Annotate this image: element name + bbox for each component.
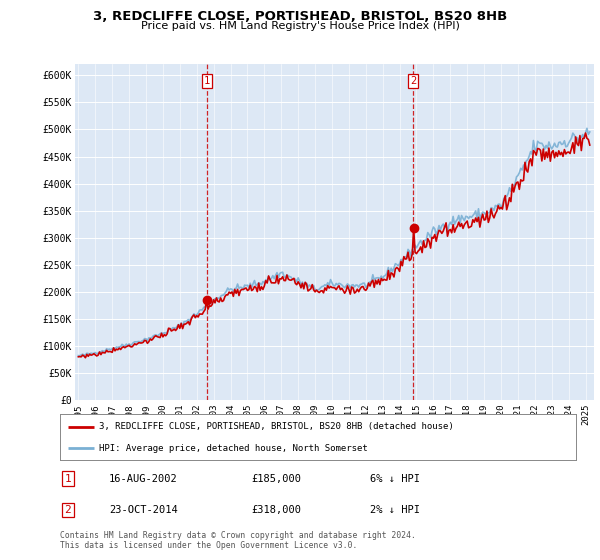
- Text: HPI: Average price, detached house, North Somerset: HPI: Average price, detached house, Nort…: [98, 444, 367, 452]
- Text: 6% ↓ HPI: 6% ↓ HPI: [370, 474, 419, 484]
- Text: 2% ↓ HPI: 2% ↓ HPI: [370, 505, 419, 515]
- Text: 3, REDCLIFFE CLOSE, PORTISHEAD, BRISTOL, BS20 8HB: 3, REDCLIFFE CLOSE, PORTISHEAD, BRISTOL,…: [93, 10, 507, 23]
- Text: £185,000: £185,000: [251, 474, 301, 484]
- Text: £318,000: £318,000: [251, 505, 301, 515]
- Text: 2: 2: [64, 505, 71, 515]
- Text: 1: 1: [204, 76, 211, 86]
- Text: 1: 1: [64, 474, 71, 484]
- Text: 16-AUG-2002: 16-AUG-2002: [109, 474, 178, 484]
- Text: 3, REDCLIFFE CLOSE, PORTISHEAD, BRISTOL, BS20 8HB (detached house): 3, REDCLIFFE CLOSE, PORTISHEAD, BRISTOL,…: [98, 422, 454, 431]
- Text: 2: 2: [410, 76, 416, 86]
- Text: Contains HM Land Registry data © Crown copyright and database right 2024.
This d: Contains HM Land Registry data © Crown c…: [60, 531, 416, 550]
- Text: Price paid vs. HM Land Registry's House Price Index (HPI): Price paid vs. HM Land Registry's House …: [140, 21, 460, 31]
- Text: 23-OCT-2014: 23-OCT-2014: [109, 505, 178, 515]
